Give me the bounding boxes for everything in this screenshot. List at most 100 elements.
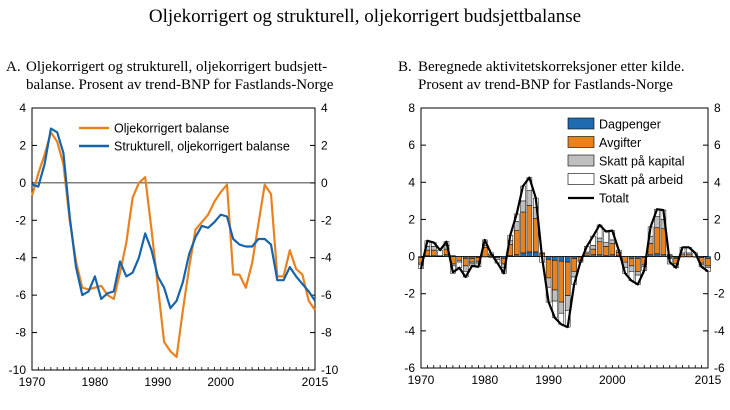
panel-b-title-line2: Prosent av trend-BNP for Fastlands-Norge xyxy=(418,77,673,93)
panel-b-xtick-label: 2015 xyxy=(695,373,722,387)
panel-b-bar-1 xyxy=(552,256,558,261)
panel-a-xtick-label: 2015 xyxy=(302,375,329,389)
panel-b-bar-1 xyxy=(545,256,552,260)
panel-b-bar-2 xyxy=(545,259,552,279)
panel-b-bar-2 xyxy=(526,205,533,253)
panel-a-series-line-2 xyxy=(31,127,316,310)
panel-a-title-line2: balanse. Prosent av trend-BNP for Fastla… xyxy=(26,77,334,93)
panel-b-bar-3 xyxy=(628,265,635,272)
panel-b-total-line xyxy=(419,176,709,329)
panel-b-bar-2 xyxy=(705,258,711,267)
panel-b-bar-1 xyxy=(564,256,571,263)
panel-a-ytick-label-right: 2 xyxy=(321,138,328,152)
panel-b-bar-2 xyxy=(513,230,520,255)
panel-a-xtick-label: 2000 xyxy=(207,375,234,389)
panel-b-bar-2 xyxy=(431,249,437,256)
panel-b-label: B. xyxy=(398,59,412,75)
panel-b-ytick-label-right: 8 xyxy=(714,101,721,115)
panel-b-bar-1 xyxy=(660,254,667,257)
panel-b-bar-2 xyxy=(462,258,469,267)
panel-b-bar-2 xyxy=(622,256,628,263)
panel-b-xtick-label: 2000 xyxy=(599,373,626,387)
panel-b-legend-label: Dagpenger xyxy=(599,118,661,132)
panel-b-ytick-label-right: -6 xyxy=(714,361,725,375)
panel-b-bar-1 xyxy=(596,254,603,257)
panel-a-ytick-label-right: -8 xyxy=(321,326,332,340)
panel-a-ytick-label-right: 0 xyxy=(321,176,328,190)
panel-b-ytick-label-right: 0 xyxy=(714,250,721,264)
panel-b-bar-2 xyxy=(571,258,577,272)
panel-b-title: B. Beregnede aktivitetskorreksjoner etter… xyxy=(398,58,728,94)
panel-b-ytick-label-right: -4 xyxy=(714,324,725,338)
panel-b-bar-3 xyxy=(596,237,603,242)
panel-b-bar-1 xyxy=(590,254,596,257)
panel-b-bar-2 xyxy=(609,243,616,255)
panel-b-bar-1 xyxy=(520,252,526,257)
panel-b-bar-4 xyxy=(603,231,609,243)
panel-b-bar-3 xyxy=(469,261,475,265)
panel-b-ytick-label-left: -2 xyxy=(404,287,415,301)
panel-b-legend-label: Avgifter xyxy=(599,136,641,150)
panel-a-ytick-label-right: -10 xyxy=(321,363,339,377)
panel-b-xtick-label: 1990 xyxy=(535,373,562,387)
panel-b-bar-1 xyxy=(526,251,533,257)
panel-b-bar-2 xyxy=(654,227,660,255)
panel-b-bar-1 xyxy=(558,256,565,262)
panel-b-bar-2 xyxy=(628,258,635,267)
panel-a-ytick-label-left: -2 xyxy=(15,213,26,227)
panel-b-bar-3 xyxy=(552,289,558,302)
panel-b-legend-label: Totalt xyxy=(599,192,629,206)
panel-b-ytick-label-left: -6 xyxy=(404,361,415,375)
panel-b-bar-2 xyxy=(456,256,463,261)
panel-b-legend-label: Skatt på kapital xyxy=(599,155,684,169)
figure-title: Oljekorrigert og strukturell, oljekorrig… xyxy=(148,6,582,27)
panel-b-ytick-label-left: 4 xyxy=(408,175,415,189)
panel-b-legend-swatch xyxy=(567,136,595,148)
panel-b-legend-swatch xyxy=(567,154,595,167)
panel-b-xtick-label: 1980 xyxy=(471,373,498,387)
panel-a-ytick-label-left: -8 xyxy=(15,326,26,340)
panel-b-bar-3 xyxy=(686,252,692,256)
panel-b-title-line1: Beregnede aktivitetskorreksjoner etter k… xyxy=(418,59,685,75)
panel-b-legend-swatch xyxy=(567,117,595,130)
panel-a-ytick-label-right: 4 xyxy=(321,101,328,115)
panel-b-bar-1 xyxy=(609,254,616,257)
panel-b-ytick-label-right: -2 xyxy=(714,287,725,301)
panel-a-legend-label: Oljekorrigert balanse xyxy=(114,122,229,136)
panel-b-xtick-label: 1970 xyxy=(408,373,435,387)
panel-b-bar-3 xyxy=(520,200,526,213)
panel-b-bar-2 xyxy=(564,261,571,296)
panel-a-title-line1: Oljekorrigert og strukturell, oljekorrig… xyxy=(26,59,328,75)
panel-b-bar-2 xyxy=(584,253,590,256)
panel-b-bar-2 xyxy=(603,246,609,256)
panel-a-xtick-label: 1990 xyxy=(144,375,171,389)
panel-b-ytick-label-left: 8 xyxy=(408,101,415,115)
panel-b-bar-3 xyxy=(654,216,660,228)
panel-b-ytick-label-right: 4 xyxy=(714,175,721,189)
panel-b-bar-3 xyxy=(603,242,609,247)
panel-b-bar-3 xyxy=(431,246,437,251)
panel-a-ytick-label-left: 2 xyxy=(19,138,26,152)
panel-a-label: A. xyxy=(6,59,21,75)
panel-b-ytick-label-left: 6 xyxy=(408,138,415,152)
panel-b-ytick-label-left: -4 xyxy=(404,324,415,338)
panel-a-ytick-label-left: 0 xyxy=(19,176,26,190)
panel-b-bar-3 xyxy=(609,239,616,244)
panel-a-plot-frame xyxy=(31,107,316,371)
panel-a-ytick-label-left: -6 xyxy=(15,288,26,302)
panel-a-ytick-label-left: -4 xyxy=(15,251,26,265)
panel-a-series-line-1 xyxy=(30,131,316,358)
panel-b-ytick-label-left: 2 xyxy=(408,212,415,226)
panel-b-bar-3 xyxy=(558,301,565,314)
panel-a-ytick-label-left: 4 xyxy=(19,101,26,115)
panel-a-ytick-label-right: -2 xyxy=(321,213,332,227)
panel-b-bar-2 xyxy=(520,211,526,254)
panel-b-legend-label: Skatt på arbeid xyxy=(599,173,683,187)
panel-b-ytick-label-left: 0 xyxy=(408,250,415,264)
panel-b-bar-3 xyxy=(635,271,641,276)
panel-a-ytick-label-right: -4 xyxy=(321,251,332,265)
